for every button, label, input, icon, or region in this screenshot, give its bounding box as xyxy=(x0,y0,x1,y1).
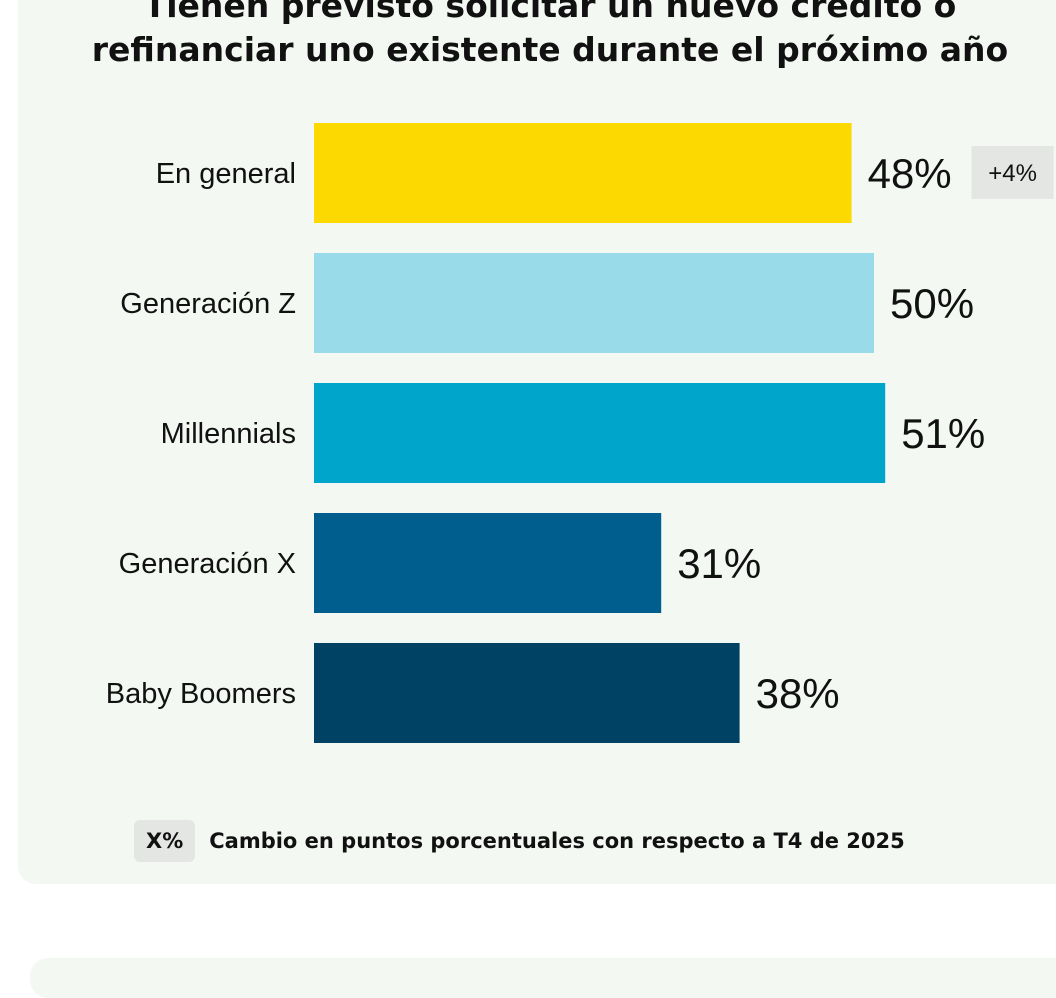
bar xyxy=(314,513,662,613)
chart-title-line-2: refinanciar uno existente durante el pró… xyxy=(91,30,1009,69)
legend: X% Cambio en puntos porcentuales con res… xyxy=(134,820,905,862)
bar-chart: En general 48% +4% Generación Z 50% Millennia… xyxy=(106,123,1054,743)
legend-swatch: X% xyxy=(134,820,196,862)
value-label: 51% xyxy=(901,410,985,457)
chart-title: Tienen previsto solicitar un nuevo crédi… xyxy=(0,0,1056,72)
bar xyxy=(314,253,874,353)
change-label: +4% xyxy=(988,160,1037,187)
value-label: 38% xyxy=(756,670,840,717)
bar xyxy=(314,383,886,483)
category-label: Baby Boomers xyxy=(106,678,296,710)
value-label: 31% xyxy=(677,540,761,587)
chart-title-line-1: Tienen previsto solicitar un nuevo crédi… xyxy=(143,0,957,25)
category-label: Generación Z xyxy=(120,288,296,320)
category-label: En general xyxy=(156,158,296,190)
value-label: 50% xyxy=(890,280,974,327)
value-label: 48% xyxy=(868,150,952,197)
category-label: Millennials xyxy=(161,418,296,450)
change-badge xyxy=(971,146,1054,199)
category-label: Generación X xyxy=(119,548,296,580)
bar xyxy=(314,643,740,743)
next-card xyxy=(30,958,1056,998)
bar xyxy=(314,123,852,223)
legend-text: Cambio en puntos porcentuales con respec… xyxy=(209,829,905,853)
